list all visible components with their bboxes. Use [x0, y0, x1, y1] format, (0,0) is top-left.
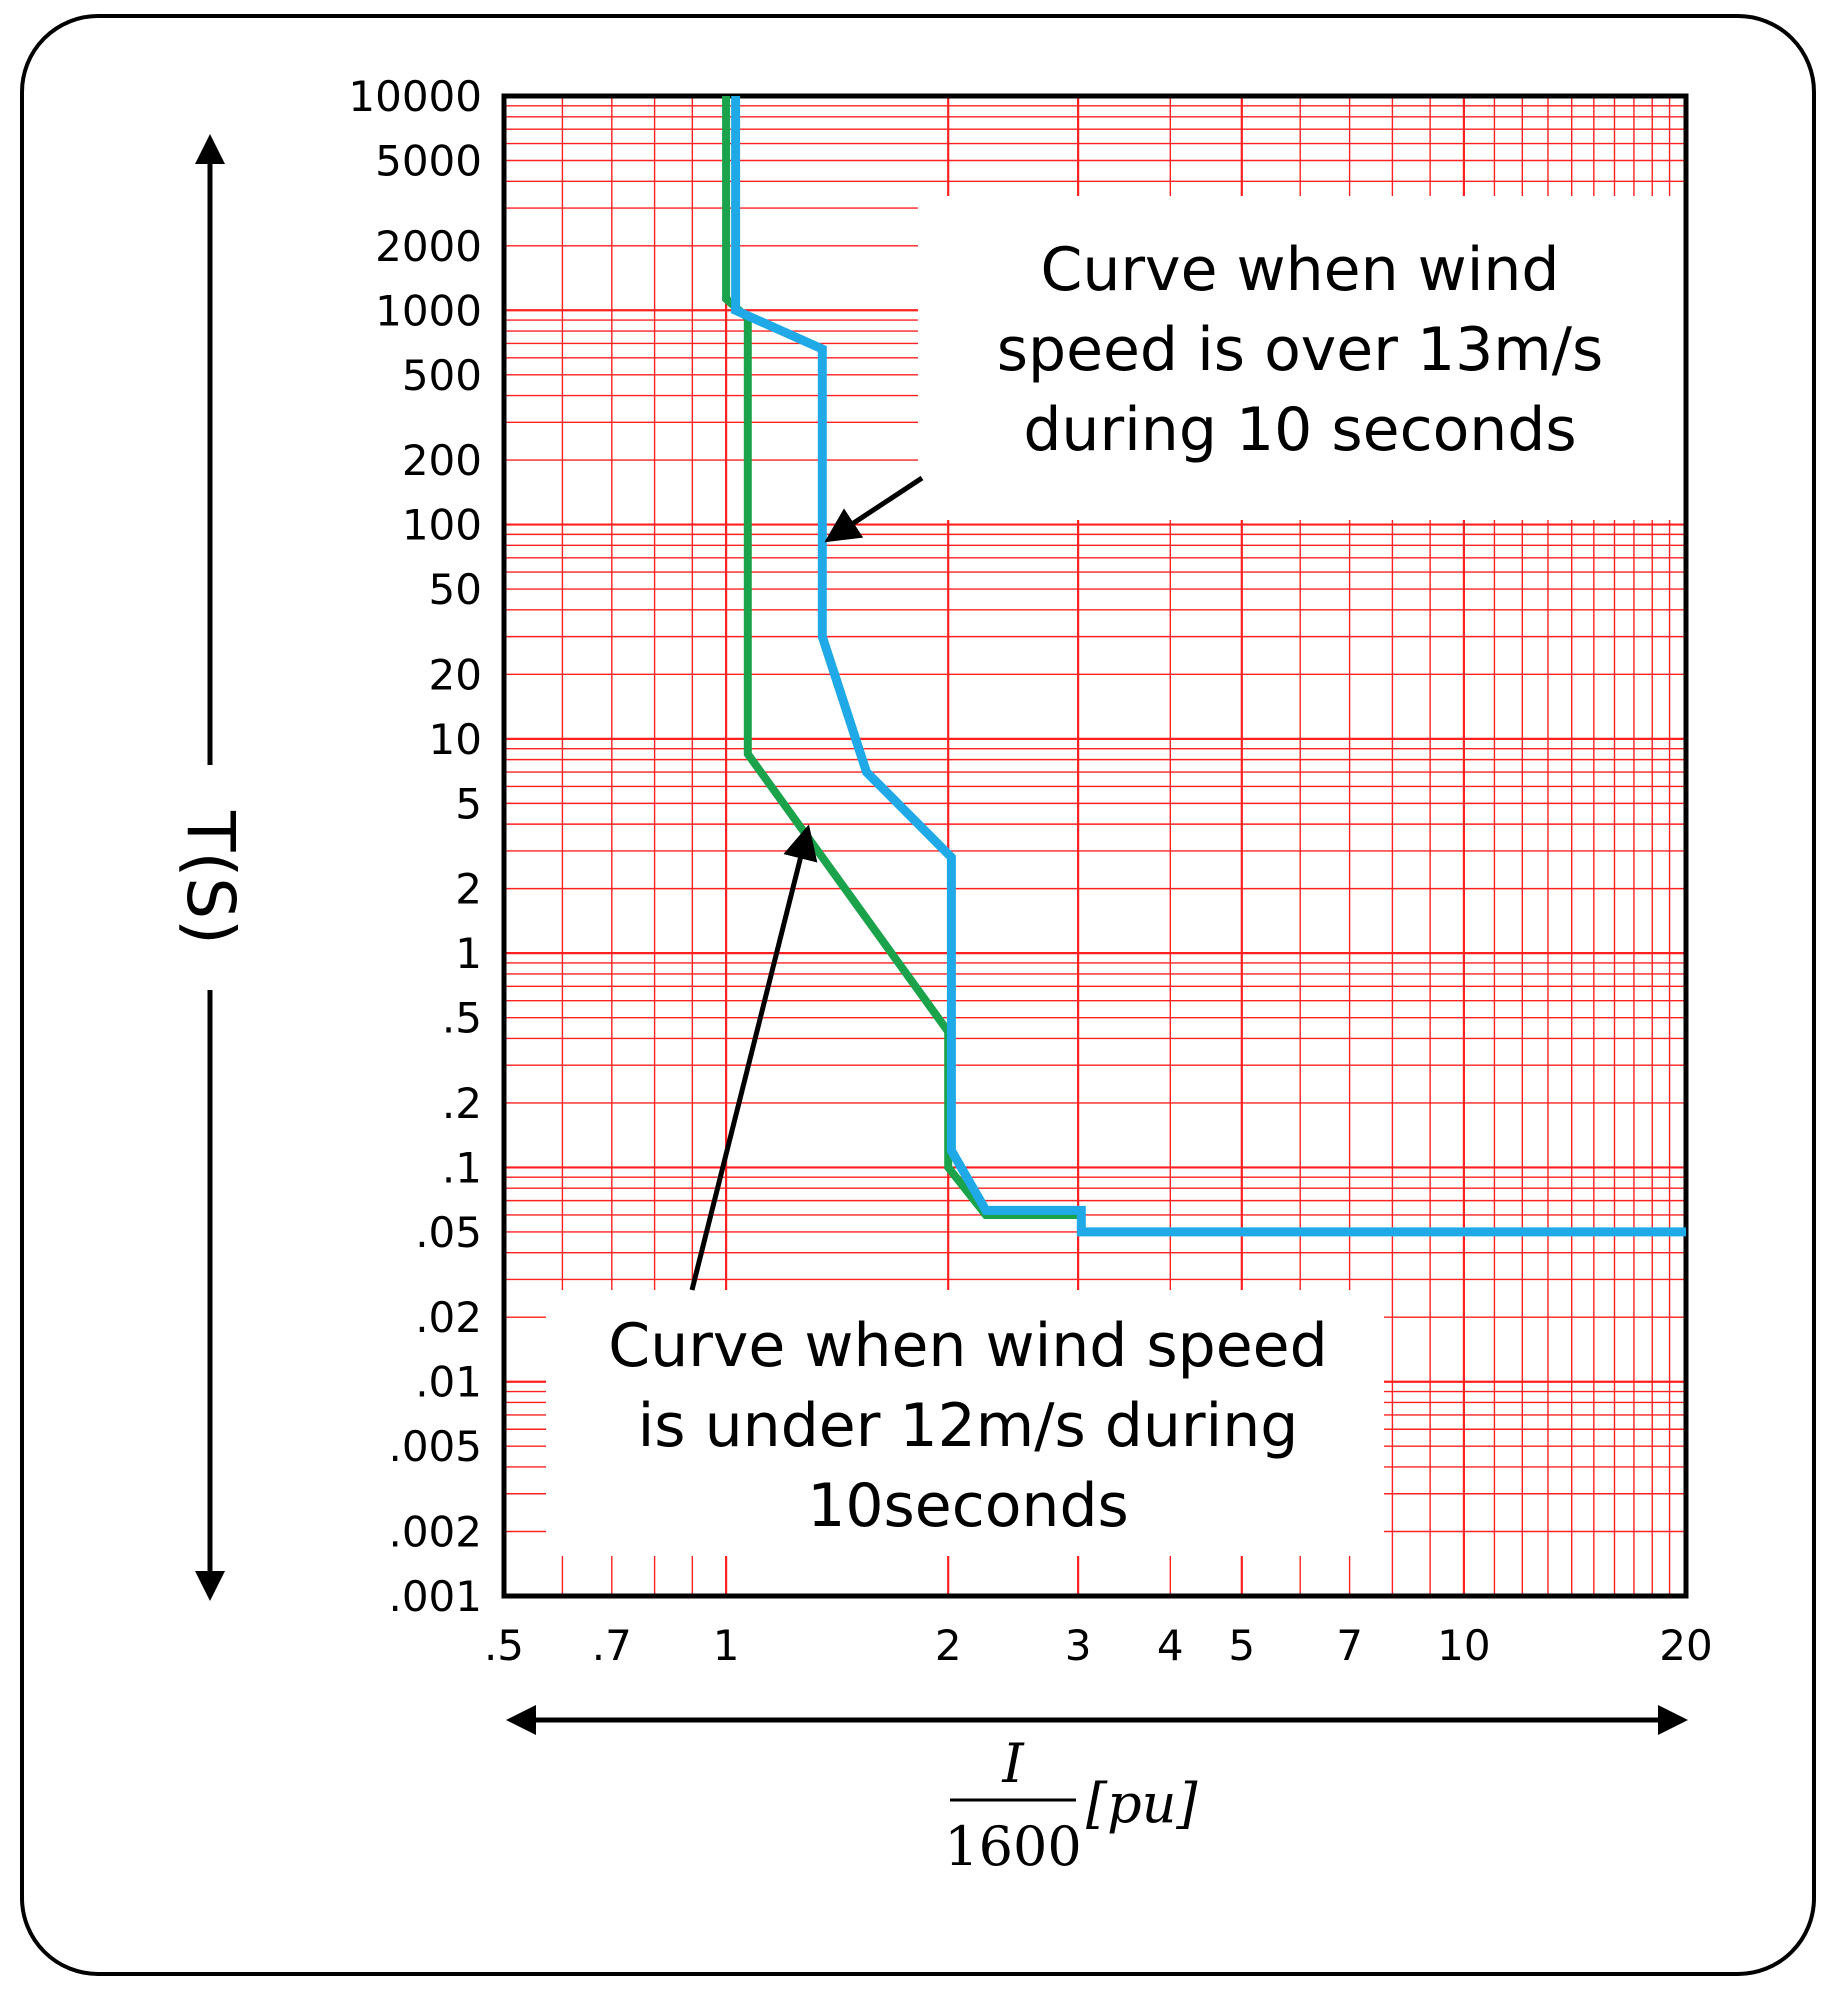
y-axis-label: T(S) [172, 810, 249, 945]
y-tick-label: .02 [415, 1293, 482, 1342]
x-axis-label-numerator: I [1001, 1732, 1025, 1795]
y-tick-label: 200 [402, 436, 482, 485]
x-tick-label: 4 [1157, 1621, 1184, 1670]
y-tick-label: 10 [429, 715, 482, 764]
x-tick-label: 7 [1336, 1621, 1363, 1670]
annotation-upper-arrow [824, 475, 924, 543]
y-tick-label: 5 [455, 779, 482, 828]
y-tick-label: 5000 [375, 137, 482, 186]
annotation-upper-line-1: Curve when wind [1040, 235, 1559, 305]
x-tick-label: .5 [484, 1621, 524, 1670]
x-tick-label: 1 [713, 1621, 740, 1670]
x-axis-label-denominator: 1600 [944, 1815, 1081, 1878]
y-tick-label: 1000 [375, 286, 482, 335]
y-tick-label: 2 [455, 865, 482, 914]
y-tick-label: .001 [388, 1572, 482, 1621]
y-tick-label: 50 [429, 565, 482, 614]
y-tick-label: .005 [388, 1422, 482, 1471]
y-tick-label: 20 [429, 650, 482, 699]
annotation-upper-line-2: speed is over 13m/s [997, 315, 1603, 385]
y-tick-label: .5 [442, 994, 482, 1043]
y-tick-label: .05 [415, 1208, 482, 1257]
y-tick-labels: 10000 5000 2000 1000 500 200 100 50 20 10 5 2 1 .5 .2.… [348, 72, 482, 1621]
label-box-backgrounds [546, 196, 1686, 1556]
x-tick-label: 10 [1437, 1621, 1490, 1670]
annotation-lower-line-1: Curve when wind speed [608, 1311, 1327, 1381]
annotation-upper-line-3: during 10 seconds [1023, 395, 1576, 465]
y-tick-label: 500 [402, 351, 482, 400]
y-tick-label: .1 [442, 1143, 482, 1192]
y-tick-label: 100 [402, 501, 482, 550]
x-tick-labels: .5 .7 1 2 3 4 5 7 10 20 [484, 1621, 1713, 1670]
y-tick-label: .01 [415, 1358, 482, 1407]
series-line-1 [731, 96, 1686, 1237]
y-tick-label: 2000 [375, 222, 482, 271]
y-tick-label: 10000 [348, 72, 482, 121]
x-tick-label: 20 [1659, 1621, 1712, 1670]
annotation-arrows [689, 475, 924, 1291]
x-axis-label-unit: [pu] [1086, 1772, 1198, 1835]
annotation-upper-box [918, 196, 1686, 520]
x-tick-label: 3 [1065, 1621, 1092, 1670]
y-tick-label: .2 [442, 1079, 482, 1128]
annotation-lower-arrow [689, 824, 818, 1291]
x-tick-label: 2 [935, 1621, 962, 1670]
annotation-lower-box [546, 1290, 1384, 1556]
x-tick-label: .7 [592, 1621, 632, 1670]
annotation-lower-line-3: 10seconds [807, 1471, 1129, 1541]
annotation-lower-line-2: is under 12m/s during [638, 1391, 1299, 1461]
plot-border [501, 93, 1689, 1599]
y-tick-label: .002 [388, 1507, 482, 1556]
y-tick-label: 1 [455, 929, 482, 978]
x-tick-label: 5 [1228, 1621, 1255, 1670]
series-group [722, 96, 1686, 1237]
